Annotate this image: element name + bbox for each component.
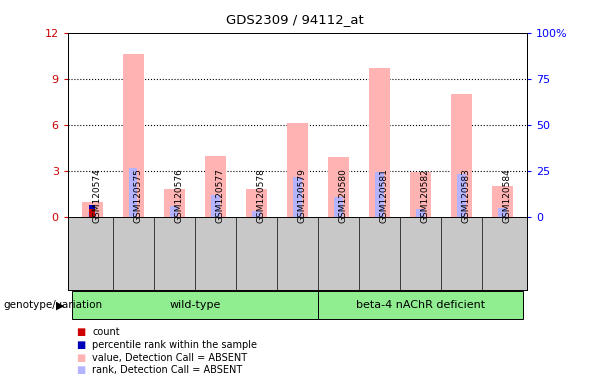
Bar xyxy=(88,212,97,217)
Text: GSM120580: GSM120580 xyxy=(339,168,348,223)
Text: GDS2309 / 94112_at: GDS2309 / 94112_at xyxy=(226,13,363,26)
Text: GSM120575: GSM120575 xyxy=(133,168,143,223)
Text: GSM120576: GSM120576 xyxy=(174,168,183,223)
Bar xyxy=(170,206,178,217)
Text: GSM120582: GSM120582 xyxy=(421,168,429,223)
Bar xyxy=(492,186,513,217)
Text: ■: ■ xyxy=(77,327,86,337)
Bar xyxy=(72,291,318,319)
Text: GSM120578: GSM120578 xyxy=(256,168,266,223)
Text: percentile rank within the sample: percentile rank within the sample xyxy=(92,340,257,350)
Bar xyxy=(293,177,302,217)
Bar xyxy=(164,189,184,217)
Text: beta-4 nAChR deficient: beta-4 nAChR deficient xyxy=(356,300,485,310)
Text: value, Detection Call = ABSENT: value, Detection Call = ABSENT xyxy=(92,353,247,362)
Bar xyxy=(451,94,472,217)
Text: GSM120584: GSM120584 xyxy=(502,168,511,223)
Bar xyxy=(458,174,466,217)
Text: wild-type: wild-type xyxy=(169,300,221,310)
Bar xyxy=(82,202,102,217)
Bar xyxy=(498,208,507,217)
Text: ▶: ▶ xyxy=(57,300,65,310)
Text: GSM120583: GSM120583 xyxy=(462,168,471,223)
Text: GSM120579: GSM120579 xyxy=(297,168,306,223)
Bar xyxy=(369,68,390,217)
Bar xyxy=(90,205,95,209)
Bar xyxy=(318,291,523,319)
Bar xyxy=(411,172,431,217)
Bar xyxy=(246,189,267,217)
Text: GSM120574: GSM120574 xyxy=(92,168,101,223)
Bar xyxy=(129,168,137,217)
Bar xyxy=(211,195,220,217)
Text: ■: ■ xyxy=(77,365,86,375)
Bar xyxy=(375,172,383,217)
Text: count: count xyxy=(92,327,120,337)
Bar xyxy=(416,209,425,217)
Bar xyxy=(252,211,260,217)
Text: ■: ■ xyxy=(77,340,86,350)
Bar xyxy=(90,209,95,217)
Text: ■: ■ xyxy=(77,353,86,362)
Text: GSM120581: GSM120581 xyxy=(379,168,389,223)
Text: rank, Detection Call = ABSENT: rank, Detection Call = ABSENT xyxy=(92,365,243,375)
Text: genotype/variation: genotype/variation xyxy=(3,300,102,310)
Bar xyxy=(335,197,343,217)
Bar xyxy=(328,157,349,217)
Bar xyxy=(205,156,226,217)
Bar xyxy=(123,54,144,217)
Text: GSM120577: GSM120577 xyxy=(216,168,224,223)
Bar xyxy=(287,123,307,217)
